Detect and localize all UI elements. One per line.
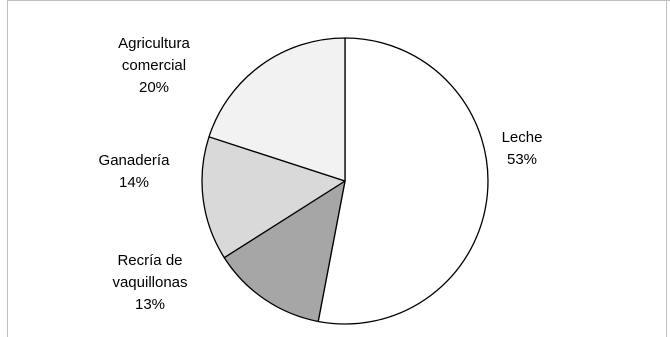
pie-slice-leche — [317, 37, 489, 325]
pie-slices — [201, 37, 489, 325]
pie-label-percent: 53% — [507, 151, 537, 168]
pie-label-line: vaquillonas — [112, 274, 187, 291]
pie-label-recria-de-vaquillonas: Recría de vaquillonas 13% — [112, 252, 187, 313]
pie-slice-ganaderia — [201, 136, 346, 259]
pie-label-line: Agricultura — [118, 35, 190, 52]
pie-label-line: Recría de — [117, 252, 182, 269]
pie-label-percent: 13% — [135, 296, 165, 313]
pie-slice-agricultura-comercial — [208, 37, 346, 182]
pie-labels: Leche 53% Recría de vaquillonas 13% Ganadería… — [99, 35, 543, 313]
pie-label-leche: Leche 53% — [502, 129, 543, 168]
pie-label-agricultura-comercial: Agricultura comercial 20% — [118, 35, 190, 96]
pie-label-line: Ganadería — [99, 152, 171, 169]
pie-label-ganaderia: Ganadería 14% — [99, 152, 171, 191]
pie-label-percent: 14% — [119, 174, 149, 191]
pie-slice-recria-de-vaquillonas — [223, 180, 346, 323]
pie-label-percent: 20% — [139, 79, 169, 96]
chart-frame — [7, 0, 670, 337]
pie-label-line: Leche — [502, 129, 543, 146]
pie-label-line: comercial — [122, 57, 186, 74]
